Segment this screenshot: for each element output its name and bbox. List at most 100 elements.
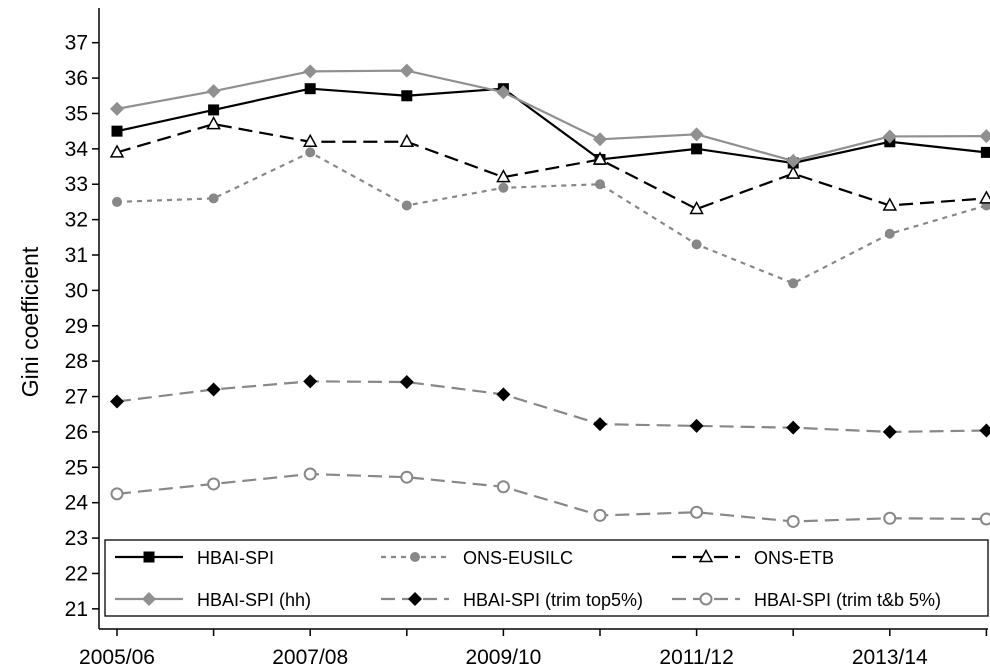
data-point bbox=[206, 84, 221, 99]
legend-marker bbox=[698, 548, 714, 563]
y-tick-label: 36 bbox=[65, 67, 88, 90]
data-point bbox=[206, 382, 221, 397]
legend-label: HBAI-SPI (hh) bbox=[197, 590, 311, 610]
data-point bbox=[110, 487, 124, 501]
data-point bbox=[401, 90, 413, 102]
series-line bbox=[116, 69, 987, 162]
data-point bbox=[691, 143, 703, 155]
data-point bbox=[207, 477, 221, 491]
y-tick-label: 25 bbox=[65, 456, 88, 479]
legend-marker bbox=[408, 592, 422, 606]
legend-label: HBAI-SPI (trim t&b 5%) bbox=[754, 590, 941, 610]
data-point bbox=[786, 514, 800, 528]
data-point bbox=[208, 193, 219, 204]
legend-box bbox=[104, 539, 989, 617]
x-tick-label: 2007/08 bbox=[272, 646, 348, 669]
data-point bbox=[593, 417, 607, 432]
legend-label: ONS-EUSILC bbox=[463, 548, 573, 568]
data-point bbox=[786, 420, 801, 435]
legend-marker bbox=[699, 592, 713, 606]
data-point bbox=[592, 151, 608, 165]
y-tick-label: 29 bbox=[65, 315, 88, 338]
series-line bbox=[116, 151, 987, 285]
data-point bbox=[304, 83, 316, 95]
data-point bbox=[689, 418, 704, 433]
series-line bbox=[116, 87, 987, 165]
data-point bbox=[691, 239, 702, 250]
series-5 bbox=[110, 467, 990, 528]
y-axis-title: Gini coefficient bbox=[17, 246, 43, 397]
data-point bbox=[980, 146, 990, 158]
data-point bbox=[302, 133, 318, 148]
data-point bbox=[496, 85, 511, 100]
y-tick-label: 21 bbox=[65, 598, 88, 621]
legend-marker bbox=[142, 592, 156, 606]
data-point bbox=[498, 182, 509, 193]
data-point bbox=[496, 480, 510, 494]
series-3 bbox=[110, 63, 990, 168]
legend-label: ONS-ETB bbox=[754, 548, 834, 568]
y-tick-label: 23 bbox=[65, 527, 88, 550]
data-point bbox=[979, 129, 990, 144]
data-point bbox=[979, 190, 990, 204]
data-point bbox=[303, 467, 317, 481]
data-point bbox=[206, 116, 221, 130]
y-tick-label: 24 bbox=[65, 492, 89, 515]
series-2 bbox=[109, 116, 990, 215]
data-point bbox=[690, 505, 704, 519]
x-tick-label: 2005/06 bbox=[79, 646, 155, 669]
data-point bbox=[208, 104, 220, 116]
data-point bbox=[882, 424, 897, 439]
data-point bbox=[595, 179, 605, 190]
data-point bbox=[689, 200, 704, 215]
y-tick-label: 22 bbox=[65, 562, 88, 585]
legend-entry: ONS-EUSILC bbox=[381, 548, 573, 568]
y-tick-label: 34 bbox=[65, 138, 89, 161]
data-point bbox=[305, 147, 316, 158]
data-point bbox=[303, 64, 318, 79]
series-0 bbox=[111, 83, 990, 169]
data-point bbox=[788, 278, 799, 289]
x-tick-label: 2009/10 bbox=[465, 646, 541, 669]
y-tick-label: 31 bbox=[65, 244, 88, 267]
legend-label: HBAI-SPI (trim top5%) bbox=[463, 590, 643, 610]
data-point bbox=[110, 101, 124, 116]
data-point bbox=[303, 374, 318, 389]
series-line bbox=[116, 472, 987, 523]
data-point bbox=[110, 394, 124, 409]
data-point bbox=[786, 153, 801, 168]
legend-entry: ONS-ETB bbox=[672, 548, 834, 568]
data-point bbox=[496, 169, 511, 183]
y-tick-label: 28 bbox=[65, 350, 88, 373]
legend-entry: HBAI-SPI (trim t&b 5%) bbox=[672, 590, 941, 610]
data-point bbox=[882, 129, 897, 144]
y-tick-label: 26 bbox=[65, 421, 88, 444]
data-point bbox=[883, 511, 897, 525]
data-point bbox=[401, 200, 412, 211]
data-point bbox=[496, 387, 511, 402]
data-point bbox=[111, 125, 123, 137]
data-point bbox=[109, 144, 125, 158]
x-tick-label: 2013/14 bbox=[852, 646, 928, 669]
legend-marker bbox=[143, 551, 155, 563]
plot-area bbox=[109, 63, 990, 528]
data-point bbox=[689, 127, 704, 142]
y-tick-label: 27 bbox=[65, 386, 88, 409]
x-tick-label: 2011/12 bbox=[659, 646, 733, 669]
legend-marker bbox=[410, 552, 420, 562]
y-tick-label: 30 bbox=[65, 279, 88, 302]
data-point bbox=[399, 375, 414, 390]
y-tick-label: 35 bbox=[65, 102, 88, 125]
axes: 21 22 23 24 25 26 27 28 29 30 31 32 33 34 35 36 37 2005/0… bbox=[65, 8, 988, 669]
data-point bbox=[882, 197, 898, 211]
y-tick-label: 32 bbox=[65, 209, 88, 232]
data-point bbox=[399, 133, 415, 148]
legend-entry: HBAI-SPI (trim top5%) bbox=[381, 590, 643, 610]
legend: HBAI-SPI ONS-EUSILC ONS-ETB HBAI-SPI (hh) HB… bbox=[104, 539, 989, 617]
legend-entry: HBAI-SPI (hh) bbox=[115, 590, 311, 610]
data-point bbox=[112, 196, 122, 207]
data-point bbox=[884, 228, 895, 239]
series-4 bbox=[110, 374, 990, 439]
data-point bbox=[399, 63, 414, 78]
